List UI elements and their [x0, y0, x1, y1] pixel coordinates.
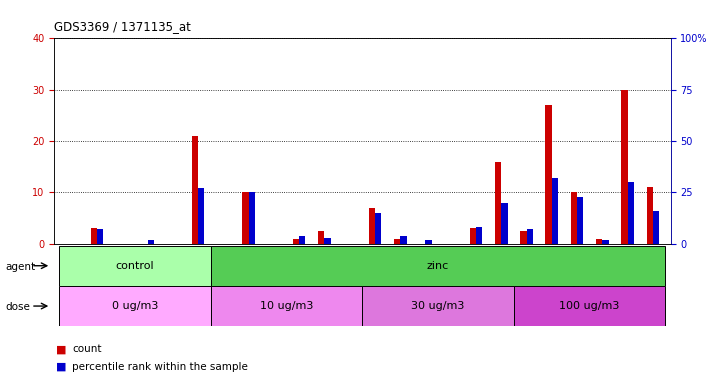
Bar: [627, 182, 634, 244]
Bar: [526, 230, 533, 244]
Bar: [647, 187, 653, 244]
Bar: [97, 230, 103, 244]
Bar: [602, 240, 609, 244]
Text: 30 ug/m3: 30 ug/m3: [412, 301, 465, 311]
Text: 100 ug/m3: 100 ug/m3: [559, 301, 620, 311]
Bar: [552, 178, 558, 244]
Bar: [299, 236, 306, 244]
Bar: [394, 239, 400, 244]
Text: 10 ug/m3: 10 ug/m3: [260, 301, 313, 311]
Bar: [653, 211, 659, 244]
Bar: [495, 162, 501, 244]
Text: count: count: [72, 344, 102, 354]
Text: ■: ■: [56, 344, 67, 354]
Bar: [596, 239, 602, 244]
Text: 0 ug/m3: 0 ug/m3: [112, 301, 158, 311]
Bar: [324, 238, 331, 244]
Bar: [211, 286, 363, 326]
Bar: [514, 286, 665, 326]
Bar: [363, 286, 514, 326]
Bar: [577, 197, 583, 244]
Text: zinc: zinc: [427, 261, 449, 271]
Bar: [469, 228, 476, 244]
Bar: [501, 203, 508, 244]
Bar: [571, 192, 577, 244]
Bar: [91, 228, 97, 244]
Text: ■: ■: [56, 362, 67, 372]
Bar: [521, 231, 526, 244]
Bar: [293, 239, 299, 244]
Bar: [242, 192, 249, 244]
Bar: [148, 240, 154, 244]
Bar: [375, 213, 381, 244]
Bar: [211, 246, 665, 286]
Bar: [192, 136, 198, 244]
Text: GDS3369 / 1371135_at: GDS3369 / 1371135_at: [54, 20, 191, 33]
Bar: [249, 192, 255, 244]
Bar: [318, 231, 324, 244]
Bar: [59, 246, 211, 286]
Bar: [368, 208, 375, 244]
Bar: [476, 227, 482, 244]
Text: dose: dose: [6, 302, 31, 312]
Bar: [622, 90, 627, 244]
Text: control: control: [115, 261, 154, 271]
Bar: [546, 105, 552, 244]
Bar: [400, 236, 407, 244]
Bar: [59, 286, 211, 326]
Text: percentile rank within the sample: percentile rank within the sample: [72, 362, 248, 372]
Bar: [425, 240, 432, 244]
Bar: [198, 189, 204, 244]
Text: agent: agent: [6, 262, 36, 272]
